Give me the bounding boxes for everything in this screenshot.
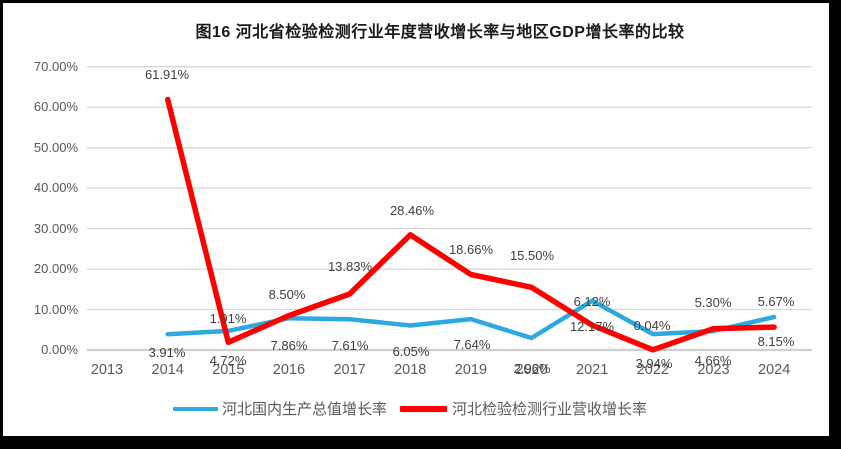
data-label-series-1: 5.30% — [694, 295, 732, 310]
x-axis-tick-label: 2021 — [576, 362, 609, 378]
x-axis-tick-label: 2019 — [454, 362, 488, 378]
x-axis-tick-label: 2013 — [90, 362, 124, 378]
data-label-series-1: 6.12% — [573, 294, 611, 309]
legend-swatch-0 — [173, 406, 218, 412]
data-label-series-0: 4.72% — [209, 353, 247, 368]
x-axis-tick-label: 2020 — [515, 362, 548, 378]
x-axis-tick-label: 2023 — [697, 362, 730, 378]
data-label-series-1: 5.67% — [757, 294, 795, 309]
data-label-series-1: 15.50% — [509, 248, 555, 263]
data-label-series-1: 61.91% — [144, 67, 190, 82]
y-axis-tick-label: 30.00% — [33, 220, 78, 236]
data-label-series-1: 0.04% — [633, 318, 671, 333]
x-axis-tick-label: 2014 — [151, 362, 184, 378]
data-label-series-0: 8.15% — [757, 334, 795, 349]
data-label-series-1: 1.91% — [209, 311, 247, 326]
data-label-series-0: 7.86% — [270, 338, 308, 353]
x-axis-tick-label: 2018 — [394, 362, 427, 378]
legend-label-1: 河北检验检测行业营收增长率 — [452, 401, 648, 418]
y-axis-tick-label: 40.00% — [33, 180, 78, 196]
x-axis-tick-label: 2024 — [758, 362, 791, 378]
data-label-series-1: 13.83% — [327, 259, 373, 274]
x-axis-tick-label: 2015 — [212, 362, 245, 378]
x-axis-tick-label: 2017 — [333, 362, 366, 378]
series-line-1 — [164, 96, 777, 353]
data-label-series-0: 3.91% — [148, 345, 186, 360]
x-axis-tick-label: 2016 — [272, 362, 306, 378]
data-label-series-0: 7.64% — [453, 337, 491, 352]
chart-title: 图16 河北省检验检测行业年度营收增长率与地区GDP增长率的比较 — [195, 24, 685, 41]
data-label-series-0: 12.17% — [569, 319, 615, 334]
data-label-series-0: 7.61% — [331, 338, 369, 353]
y-axis-tick-label: 60.00% — [33, 99, 78, 115]
data-label-series-1: 18.66% — [448, 242, 494, 257]
data-label-series-0: 6.05% — [392, 344, 430, 359]
y-axis-tick-label: 70.00% — [33, 58, 78, 74]
y-axis-tick-label: 50.00% — [33, 139, 78, 155]
series-line-0 — [165, 298, 777, 341]
y-axis-tick-label: 20.00% — [33, 261, 78, 277]
data-label-series-1: 8.50% — [268, 287, 306, 302]
y-axis-tick-label: 10.00% — [33, 301, 78, 317]
data-label-series-0: 4.66% — [694, 353, 732, 368]
data-label-series-0: 3.94% — [635, 356, 673, 371]
legend-swatch-1 — [400, 406, 447, 412]
y-axis-tick-label: 0.00% — [41, 342, 78, 357]
chart-canvas — [3, 3, 829, 436]
data-label-series-0: 2.96% — [513, 361, 551, 376]
x-axis-tick-label: 2022 — [636, 362, 669, 378]
legend-label-0: 河北国内生产总值增长率 — [222, 401, 388, 418]
data-label-series-1: 28.46% — [389, 203, 435, 218]
